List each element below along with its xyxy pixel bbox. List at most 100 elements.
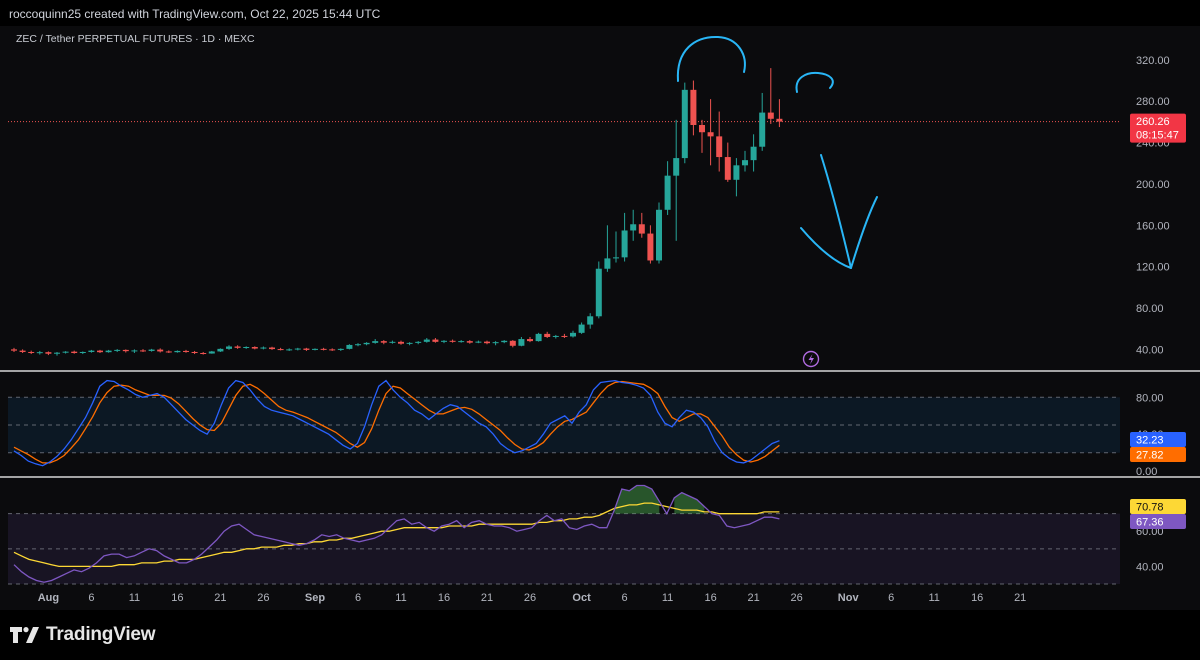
candle-body (750, 146, 757, 161)
candle-body (423, 339, 430, 342)
candle-body (458, 341, 465, 343)
candle-body (217, 348, 224, 352)
candle-body (346, 344, 353, 349)
price-tick-label: 320.00 (1136, 55, 1170, 67)
candle-body (595, 268, 602, 317)
candle-body (312, 348, 318, 350)
candle-body (501, 340, 508, 343)
candle-body (415, 341, 422, 343)
candle-body (36, 352, 43, 354)
x-axis-label: 26 (257, 592, 269, 604)
candle-body (544, 333, 551, 337)
candle-body (699, 124, 705, 133)
candle-body (724, 157, 731, 180)
candle-body (157, 349, 164, 352)
x-axis-label: 11 (662, 592, 673, 604)
price-tick-label: 40.00 (1136, 344, 1164, 356)
candle-body (234, 346, 241, 348)
candle-body (208, 351, 215, 354)
rsi-value-badge-bg (1130, 514, 1186, 529)
candle-body (492, 342, 499, 344)
candle-body (11, 349, 17, 351)
candle-body (398, 341, 404, 344)
candle-body (260, 347, 267, 349)
bottom-bar (0, 610, 1200, 660)
x-axis-label: 21 (1014, 592, 1026, 604)
candle-body (79, 351, 86, 354)
x-axis-label: 21 (214, 592, 226, 604)
rsi-ma-line (13, 502, 780, 568)
stoch-d-badge: 27.82 (1136, 450, 1164, 462)
candle-body (97, 350, 103, 353)
candle-body (140, 350, 146, 352)
stoch-d-line (13, 380, 780, 464)
x-axis-label: 16 (971, 592, 983, 604)
candle-body (742, 160, 748, 166)
candle-body (561, 335, 568, 337)
x-axis-label: 6 (355, 592, 361, 604)
x-axis-label: Aug (38, 592, 59, 604)
x-axis-label: 11 (395, 592, 406, 604)
candle-body (681, 89, 688, 159)
candle-body (165, 351, 172, 353)
candle-body (88, 350, 95, 352)
price-tick-label: 120.00 (1136, 262, 1170, 274)
x-axis-label: 21 (747, 592, 759, 604)
stoch-tick-label: 80.00 (1136, 392, 1164, 404)
chart-frame: 320.00 280.00 240.00 200.00 160.00 120.00 80.0… (0, 26, 1200, 610)
candle-body (19, 350, 26, 352)
candle-body (690, 89, 697, 125)
x-axis-label: 6 (888, 592, 894, 604)
price-tick-label: 200.00 (1136, 179, 1170, 191)
candle-body (355, 344, 361, 346)
candle-body (604, 258, 611, 269)
candle-body (105, 350, 112, 353)
candle-body (122, 349, 129, 352)
candle-body (380, 341, 387, 343)
candle-body (131, 350, 138, 352)
rsi-overbought-fill (614, 485, 660, 514)
candle-body (466, 341, 473, 343)
candle-body (733, 165, 740, 180)
candle-body (200, 353, 207, 355)
annotation-arc-left (676, 35, 746, 82)
annotation-arrow-stroke (820, 154, 878, 269)
x-axis-label: 11 (928, 592, 939, 604)
candle-body (707, 132, 714, 137)
candle-body (767, 112, 774, 119)
candle-body (535, 333, 542, 342)
x-axis-label: 6 (88, 592, 94, 604)
candle-body (647, 233, 654, 261)
candle-body (484, 341, 490, 344)
candle-body (509, 340, 516, 346)
candle-body (776, 118, 783, 122)
candle-body (294, 348, 301, 350)
price-tick-label: 280.00 (1136, 96, 1170, 108)
candle-body (673, 158, 680, 176)
candle-body (656, 209, 662, 261)
symbol-title: ZEC / Tether PERPETUAL FUTURES · 1D · ME… (16, 33, 255, 45)
candle-body (45, 352, 52, 354)
rsi-overbought-fill (674, 492, 705, 514)
candle-body (303, 348, 310, 350)
candle-body (759, 112, 766, 147)
candle-body (630, 224, 637, 231)
candle-body (578, 324, 585, 333)
logo-wordmark: TradingView (46, 624, 156, 645)
candle-body (337, 348, 344, 350)
candle-body (363, 342, 370, 345)
annotation-arrow-head (800, 227, 852, 269)
candle-body (62, 351, 69, 353)
rsi-line (13, 484, 780, 583)
candle-body (174, 350, 181, 353)
price-badge-countdown: 08:15:47 (1136, 130, 1179, 142)
x-axis-label: 11 (129, 592, 140, 604)
candle-body (277, 349, 284, 351)
candle-body (475, 341, 482, 343)
x-axis-label: 6 (622, 592, 628, 604)
candle-body (716, 136, 723, 158)
chart-svg[interactable]: 320.00280.00240.00200.00160.00120.0080.0… (0, 26, 1200, 610)
candle-body (570, 332, 576, 337)
candle-body (432, 339, 439, 342)
price-badge-value: 260.26 (1136, 116, 1170, 128)
